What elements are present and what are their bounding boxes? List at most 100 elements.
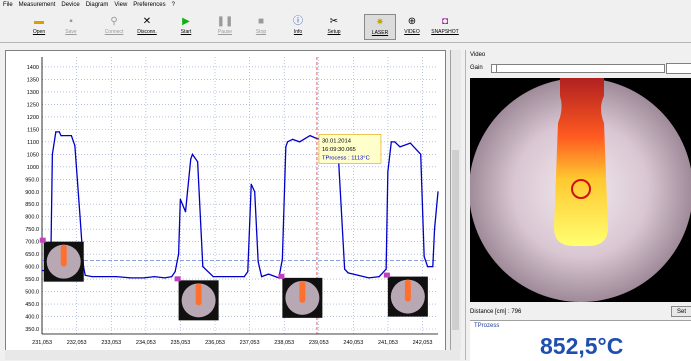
data-point (394, 141, 396, 143)
data-point (437, 191, 439, 193)
data-point (309, 135, 311, 137)
laser-button[interactable]: ✷ LASER (364, 14, 396, 40)
y-tick-label: 450.0 (25, 302, 39, 308)
info-icon: ⓘ (293, 16, 303, 27)
gain-input[interactable] (666, 63, 691, 74)
pause-button[interactable]: ❚❚ Pause (209, 14, 241, 40)
snapshot-rod (195, 283, 202, 306)
data-point (101, 276, 104, 278)
y-tick-label: 1150 (27, 127, 39, 133)
gain-label: Gain (470, 65, 483, 71)
y-tick-label: 550.0 (25, 277, 39, 283)
x-tick-label: 239,053 (309, 340, 329, 346)
y-tick-label: 650.0 (25, 252, 39, 258)
data-point (143, 277, 145, 279)
menu-file[interactable]: File (3, 2, 13, 8)
disk-icon: ▪ (69, 16, 73, 27)
camera-icon: ◘ (441, 16, 449, 27)
y-tick-label: 1250 (27, 102, 39, 108)
data-point (387, 171, 389, 173)
data-point (184, 211, 187, 213)
video-title: Video (470, 52, 486, 58)
data-point (378, 276, 380, 278)
data-point (153, 276, 156, 278)
data-point (299, 141, 301, 143)
x-tick-label: 241,053 (378, 340, 398, 346)
info-button[interactable]: ⓘ Info (282, 14, 314, 40)
data-point (51, 153, 53, 155)
temperature-chart[interactable]: 1400 1350 1300 1250 1200 1150 1100 1050 1000 950.… (5, 50, 446, 351)
snapshot-marker-icon (39, 237, 46, 243)
x-tick-label: 234,053 (136, 340, 156, 346)
video-panel: Video Gain Distanc (465, 50, 691, 361)
menu-help[interactable]: ? (171, 2, 175, 8)
gain-slider[interactable] (491, 64, 665, 73)
y-tick-label: 1350 (27, 77, 39, 83)
data-point (191, 153, 194, 155)
play-icon: ▶ (182, 16, 190, 27)
hot-rod-shape (554, 78, 608, 246)
snapshot-marker-icon (278, 273, 285, 279)
y-tick-label: 500.0 (25, 290, 39, 296)
disconnect-button[interactable]: ✕ Disconn. (131, 14, 163, 40)
y-tick-label: 1300 (27, 90, 39, 96)
tooltip-date: 30.01.2014 (322, 138, 352, 144)
data-point (197, 161, 199, 163)
data-point (399, 146, 401, 148)
data-point (368, 277, 370, 279)
menu-preferences[interactable]: Preferences (133, 2, 166, 8)
y-tick-label: 1200 (27, 115, 39, 121)
data-point (247, 271, 249, 273)
data-point (41, 269, 43, 271)
data-point (55, 131, 57, 133)
menu-view[interactable]: View (114, 2, 128, 8)
menu-diagram[interactable]: Diagram (85, 2, 109, 8)
set-button[interactable]: Set (671, 306, 691, 317)
open-button[interactable]: ▬ Open (23, 14, 55, 40)
chart-vertical-scrollbar[interactable] (450, 50, 461, 350)
video-button[interactable]: ⊕ VIDEO (396, 14, 428, 40)
stop-button[interactable]: ■ Stop (245, 14, 277, 40)
tprocess-label: TProzess (474, 323, 500, 329)
data-point (433, 228, 436, 230)
snapshot-marker-icon (174, 276, 181, 282)
y-tick-label: 600.0 (25, 265, 39, 271)
data-point (79, 216, 81, 218)
y-tick-label: 350.0 (25, 327, 39, 333)
data-point (212, 276, 214, 278)
data-point (385, 268, 387, 270)
x-tick-label: 236,053 (205, 340, 225, 346)
gain-slider-handle[interactable] (496, 65, 497, 72)
tooltip-box (318, 134, 382, 164)
chart-horizontal-scrollbar[interactable] (5, 350, 460, 360)
scrollbar-thumb[interactable] (452, 150, 459, 330)
y-tick-label: 850.0 (25, 202, 39, 208)
menu-device[interactable]: Device (61, 2, 80, 8)
menu-bar: File Measurement Device Diagram View Pre… (0, 0, 691, 11)
connect-button[interactable]: ⚲ Connect (98, 14, 130, 40)
data-point (174, 271, 176, 273)
menu-measurement[interactable]: Measurement (18, 2, 56, 8)
data-point (222, 276, 225, 278)
setup-button[interactable]: ✂ Setup (318, 14, 350, 40)
data-point (70, 135, 72, 137)
data-point (58, 131, 60, 133)
chart-canvas: 1400 1350 1300 1250 1200 1150 1100 1050 1000 950.… (25, 57, 439, 346)
toolbar: ▬ Open ▪ Save ⚲ Connect ✕ Disconn. ▶ Sta… (0, 11, 691, 43)
snapshot-button[interactable]: ◘ SNAPSHOT (426, 14, 464, 40)
save-button[interactable]: ▪ Save (55, 14, 87, 40)
pause-icon: ❚❚ (216, 16, 234, 27)
data-point (357, 274, 360, 276)
plug-icon: ⚲ (110, 16, 118, 27)
folder-icon: ▬ (34, 16, 44, 27)
data-point (91, 276, 93, 278)
data-point (74, 144, 76, 147)
y-tick-label: 1050 (27, 152, 39, 158)
y-tick-label: 750.0 (25, 227, 39, 233)
start-button[interactable]: ▶ Start (170, 14, 202, 40)
data-point (285, 146, 287, 148)
data-point (344, 268, 346, 270)
data-point (390, 141, 392, 143)
data-point (292, 138, 294, 140)
data-point (432, 266, 434, 268)
